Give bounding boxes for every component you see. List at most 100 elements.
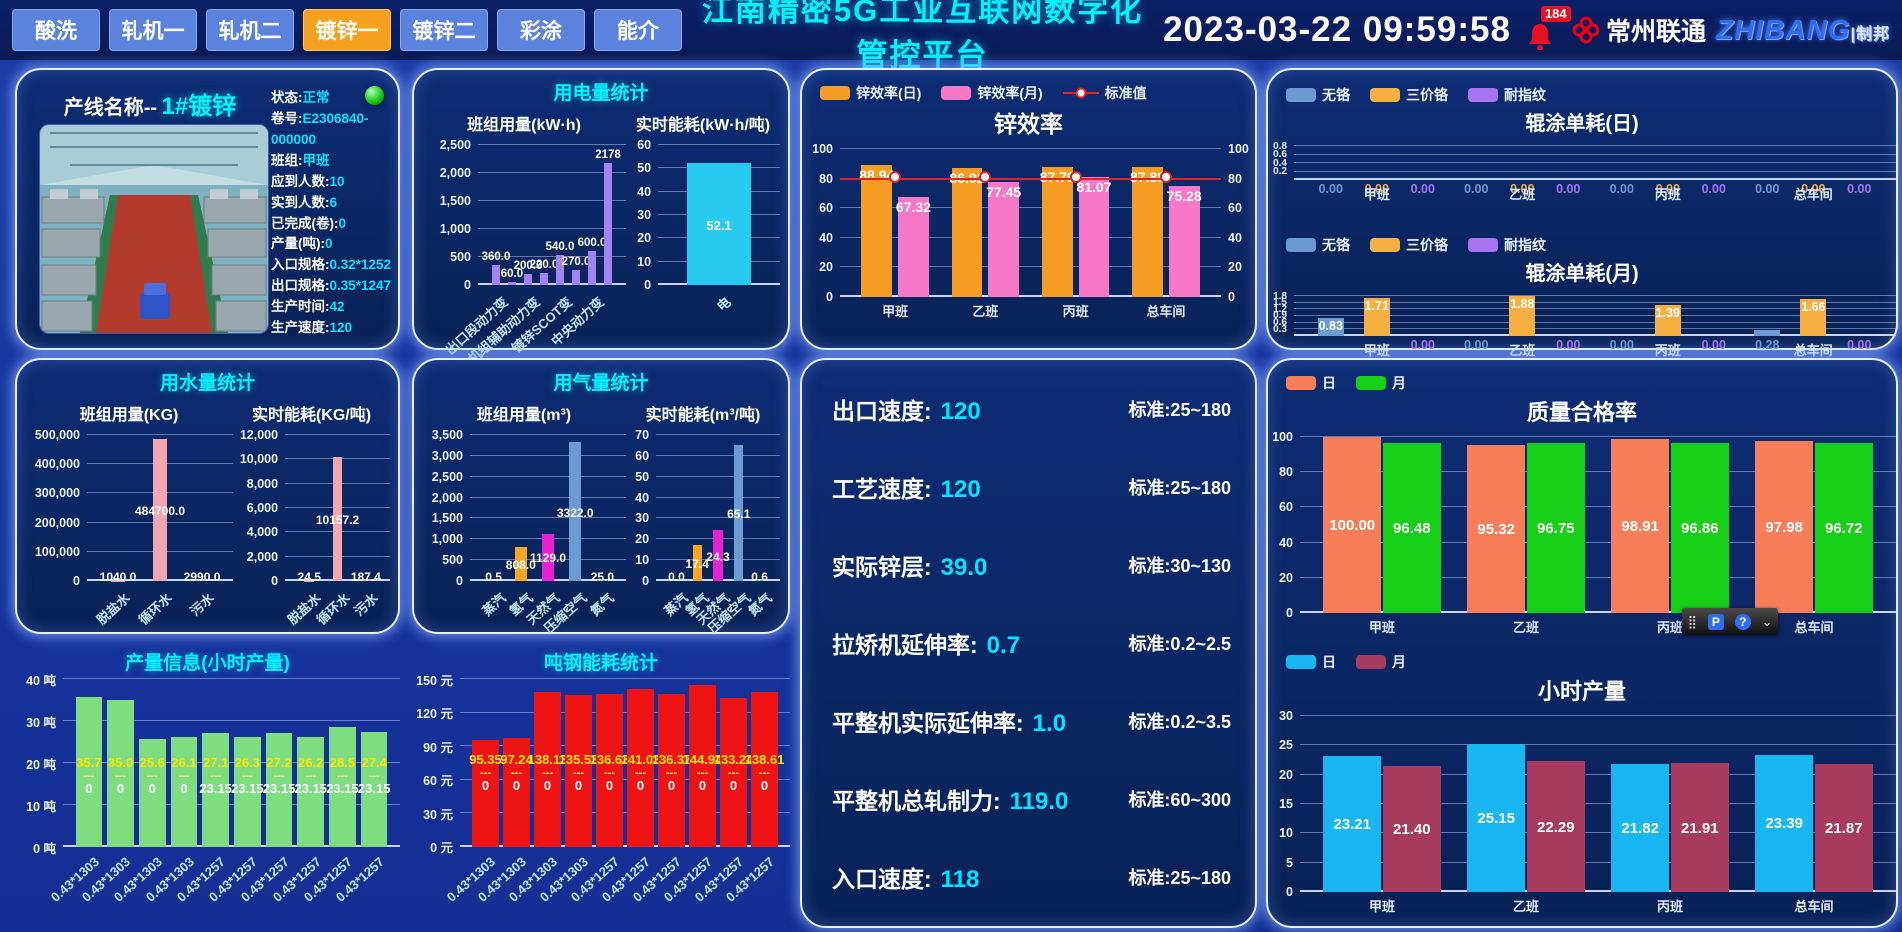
bar: 87.79 [1040, 167, 1075, 297]
param-label-value: 平整机总轧制力: 119.0 [832, 788, 1069, 815]
x-cell: 甲班 [1310, 613, 1454, 636]
param-label-value: 平整机实际延伸率: 1.0 [832, 710, 1067, 737]
nav-button-轧机一[interactable]: 轧机一 [109, 9, 197, 51]
bar: 35.7 --- 0 [75, 697, 103, 847]
x-cell: 甲班 [850, 297, 940, 320]
legend-item: 三价铬 [1370, 235, 1448, 255]
x-label: 乙班 [972, 304, 999, 319]
chart-body: 10080604020088.9467.3286.9277.4587.7981.… [802, 142, 1255, 319]
chart-water_rt: 实时能耗(KG/吨) 12,000 10,000 8,000 6,000 4,000 2,0… [233, 395, 390, 633]
chart-group: 141.03 --- 0 [621, 679, 660, 847]
standard-dot [889, 170, 902, 183]
nav-button-轧机二[interactable]: 轧机二 [206, 9, 294, 51]
bar-label: 21.82 [1621, 820, 1659, 837]
chart-groups: 95.35 --- 0 97.24 --- 0 138.13 --- 0 135.53 --- 0 13… [460, 679, 790, 847]
bar-label: 97.98 [1765, 518, 1803, 536]
chart-group: 25.15 22.29 [1454, 716, 1598, 892]
bar: 81.07 [1076, 177, 1111, 297]
chart-group: 21.82 21.91 [1598, 716, 1742, 892]
chart-group: 25.0 [589, 435, 616, 584]
chart-title: 锌效率 [994, 111, 1063, 137]
chart-group: 0.00 0.00 0.00 [1450, 146, 1596, 196]
x-cell: 甲班 [1310, 892, 1454, 915]
chart-group: 136.63 --- 0 [590, 679, 629, 847]
nav-button-能介[interactable]: 能介 [594, 9, 682, 51]
param-label-value: 出口速度: 120 [832, 398, 981, 425]
bar-label: 0.6 [751, 570, 768, 584]
chart-group: 26.3 --- 23.15 [231, 679, 264, 847]
grid-icon[interactable]: ⣿ [1687, 614, 1697, 629]
brand-suffix: |制邦 [1850, 26, 1890, 43]
chart-group: 1040.0 [97, 435, 139, 584]
chart-legend: 锌效率(日) 锌效率(月) 标准值 [802, 74, 1255, 103]
chart-title: 班组用量(kW·h) [467, 117, 581, 134]
chart-title: 小时产量 [1537, 679, 1626, 704]
x-cell: 丙班 [1598, 613, 1742, 636]
bar-label: 100.00 [1329, 517, 1376, 534]
x-cell: 乙班 [1454, 613, 1598, 636]
y-axis: 30 25 20 15 10 5 0 [1279, 709, 1293, 899]
presentation-icon[interactable]: P [1707, 613, 1724, 630]
chart-group: 25.6 --- 0 [136, 679, 168, 847]
bar-label: 95.32 [1477, 521, 1515, 539]
chart-group: 808.0 [506, 435, 536, 581]
zinc-efficiency-chart: 锌效率(日) 锌效率(月) 标准值 锌效率 100 80 60 40 20 0 88.94 67.32… [802, 70, 1255, 323]
electricity-group-chart: 班组用量(kW·h) 2,500 2,000 1,500 1,000 500 0 360.0 6… [422, 105, 627, 366]
nav-button-彩涂[interactable]: 彩涂 [497, 9, 585, 51]
chart-group: 220.0 [530, 145, 558, 285]
bar: 200.0 [514, 260, 542, 285]
nav-button-镀锌二[interactable]: 镀锌二 [400, 9, 488, 51]
chart-plot: 100.00 96.48 95.32 96.75 98.91 96.86 97.98 96.7… [1300, 436, 1896, 635]
nav-button-镀锌一[interactable]: 镀锌一 [303, 9, 391, 51]
chart-legend: 日月 [1268, 643, 1896, 672]
floating-toolbar[interactable]: ⣿ P? ⌄ [1682, 608, 1778, 635]
chart-groups: 23.21 21.40 25.15 22.29 21.82 21.91 23.39 21.87 [1300, 716, 1896, 892]
param-row: 平整机实际延伸率: 1.0 标准:0.2~3.5 [802, 704, 1255, 738]
x-label: 甲班 [882, 304, 909, 319]
chart-groups: 0.00 0.00 0.00 0.00 0.00 0.00 0.00 0.00 0.00 0.00… [1294, 146, 1896, 196]
chart-body: 500,000 400,000 300,000 200,000 100,000 0 1040… [25, 428, 234, 627]
chart-group: 98.91 96.86 [1598, 437, 1742, 613]
bar-label: 0.00 [1556, 338, 1581, 352]
help-icon[interactable]: ? [1734, 613, 1751, 630]
collapse-icon[interactable]: ⌄ [1761, 614, 1773, 629]
x-cell: 丙班 [1031, 297, 1121, 320]
chart-elec_group: 班组用量(kW·h) 2,500 2,000 1,500 1,000 500 0 360.0 6… [422, 105, 627, 366]
chart-group: 87.8875.28 [1121, 149, 1211, 297]
x-axis: 甲班 乙班 丙班 总车间 [1294, 336, 1896, 359]
bar-label: 0.00 [1410, 182, 1435, 196]
info-field: 生产时间:42 [271, 299, 345, 315]
bar-label: 96.48 [1393, 520, 1431, 538]
status-indicator [365, 86, 384, 105]
chart-groups: 0.83 1.71 0.00 0.00 1.88 0.00 0.00 1.39 0.00 0.28… [1294, 296, 1896, 352]
info-field: 班组:甲班 [271, 152, 330, 168]
x-cell: 乙班 [1450, 180, 1596, 203]
bar: 270.0 [562, 256, 590, 285]
bar-label: 0.00 [1847, 182, 1872, 196]
chart-body: 0.8 0.6 0.4 0.2 0.00 0.00 0.00 0.00 0.00 0.00 0.00… [1268, 141, 1896, 202]
chart-body: 12,000 10,000 8,000 6,000 4,000 2,000 0 24.5 101… [233, 428, 390, 627]
chart-title: 实时能耗(m³/吨) [645, 407, 761, 424]
param-label-value: 工艺速度: 120 [832, 476, 981, 503]
x-label: 总车间 [1793, 187, 1833, 202]
alarm-bell-button[interactable]: 184 [1527, 6, 1571, 50]
chart-group: 27.2 --- 23.15 [263, 679, 295, 847]
gas-group-chart: 班组用量(m³) 3,500 3,000 2,500 2,000 1,500 1,000 50… [422, 395, 627, 636]
bar: 77.45 [986, 182, 1021, 297]
nav-button-酸洗[interactable]: 酸洗 [12, 9, 100, 51]
x-label: 氮气 [744, 590, 775, 619]
line-name: 1#镀锌 [161, 93, 237, 120]
x-cell: 甲班 [1304, 336, 1450, 359]
chart-groups: 24.5 10157.2 187.4 [285, 435, 390, 584]
chart-group: 100.00 96.48 [1310, 437, 1454, 613]
x-cell: 乙班 [1454, 892, 1598, 915]
standard-dot [1069, 170, 1082, 183]
chart-group: 24.5 [295, 435, 323, 584]
chart-group: 95.32 96.75 [1454, 437, 1598, 613]
chart-plot: 0.0 17.4 24.3 65.1 0.6 蒸汽 氢气 天然气 压缩空气 氮气 [656, 434, 780, 636]
process-params-panel: 出口速度: 120 标准:25~180 工艺速度: 120 标准:25~180 实际锌层: 3… [800, 358, 1257, 928]
chart-title: 实时能耗(KG/吨) [251, 407, 372, 424]
water-realtime-chart: 实时能耗(KG/吨) 12,000 10,000 8,000 6,000 4,000 2,0… [233, 395, 390, 633]
